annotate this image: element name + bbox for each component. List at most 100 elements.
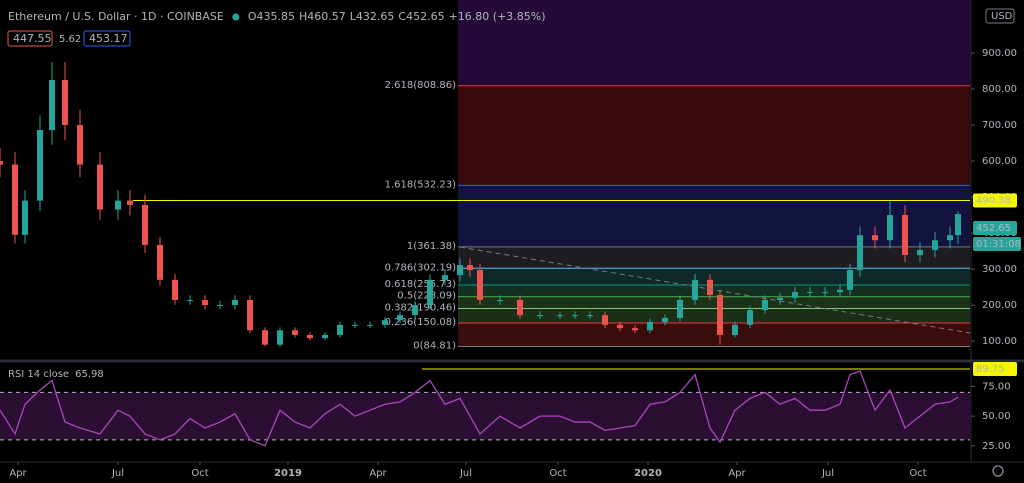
candle-body xyxy=(847,270,853,290)
candle-body xyxy=(872,235,878,241)
last-price-tag-box xyxy=(973,221,1017,236)
chart-title: Ethereum / U.S. Dollar · 1D · COINBASE xyxy=(8,10,224,23)
y-tick-label: 800.00 xyxy=(982,84,1017,95)
candle-body xyxy=(632,328,638,331)
hline-rsi-tag: 89.75 xyxy=(976,364,1005,375)
candle-body xyxy=(792,292,798,298)
candle-body xyxy=(617,324,623,329)
x-tick-label: Apr xyxy=(369,468,387,479)
ohlc-key: L xyxy=(350,10,357,23)
candle-body xyxy=(467,265,473,271)
candle-body xyxy=(932,240,938,250)
change: +16.80 (+3.85%) xyxy=(449,10,546,23)
fib-label: 0.5(223.09) xyxy=(397,291,456,302)
candle-body xyxy=(352,324,358,326)
candle-body xyxy=(217,305,223,307)
candle-body xyxy=(572,315,578,317)
fib-label: 0.382(190.46) xyxy=(385,302,457,313)
hline-price-tag-box xyxy=(973,193,1017,208)
candle-body xyxy=(477,270,483,301)
status-dot xyxy=(232,13,240,21)
candle-body xyxy=(127,200,133,205)
ui-layer: 490.38 452.65 01:31:08 USD Ethereum / U.S. D… xyxy=(7,8,1021,380)
fib-label: 0(84.81) xyxy=(413,341,456,352)
fib-zone xyxy=(458,246,970,269)
candle-body xyxy=(77,124,83,165)
ask-box xyxy=(83,30,131,47)
candle-body xyxy=(277,330,283,345)
candle-body xyxy=(247,300,253,331)
hline-price-tag: 490.38 xyxy=(976,195,1011,206)
last-price-tag: 452.65 xyxy=(976,223,1011,234)
fib-zone xyxy=(458,284,970,297)
candle-body xyxy=(837,289,843,293)
fib-zone xyxy=(458,185,970,247)
candle-body xyxy=(37,130,43,201)
candle-body xyxy=(442,275,448,280)
fib-zone xyxy=(458,323,970,347)
candle-body xyxy=(807,292,813,294)
ohlc-key: C xyxy=(398,10,406,23)
candle-body xyxy=(115,200,121,210)
y-tick-label: 600.00 xyxy=(982,156,1017,167)
candle-body xyxy=(49,79,55,131)
fib-zone xyxy=(458,296,970,309)
candle-body xyxy=(777,297,783,301)
candle-body xyxy=(262,330,268,345)
fib-label: 1(361.38) xyxy=(407,241,456,252)
y-tick-label: 200.00 xyxy=(982,300,1017,311)
candle-body xyxy=(662,318,668,322)
x-tick-label: 2020 xyxy=(634,468,662,479)
ask: 453.17 xyxy=(89,32,128,45)
candle-body xyxy=(337,324,343,335)
candle-body xyxy=(947,235,953,241)
candle-body xyxy=(142,204,148,245)
rsi-band xyxy=(0,392,970,440)
candle-body xyxy=(497,300,503,302)
candle-body xyxy=(732,324,738,335)
fib-zone xyxy=(458,268,970,285)
candle-body xyxy=(692,279,698,301)
candle-body xyxy=(955,214,961,236)
fib-zone xyxy=(458,85,970,186)
fib-label: 0.786(302.19) xyxy=(385,262,457,273)
countdown-tag: 01:31:08 xyxy=(976,239,1021,250)
fib-label: 1.618(532.23) xyxy=(385,179,457,190)
candle-body xyxy=(397,315,403,321)
candle-body xyxy=(647,321,653,331)
bid-box xyxy=(7,30,53,47)
candle-body xyxy=(292,330,298,335)
candle-body xyxy=(202,300,208,306)
settings-icon[interactable] xyxy=(992,465,1004,477)
candle-body xyxy=(12,164,18,235)
x-tick-label: 2019 xyxy=(274,468,302,479)
ohlc-value: 435.85 xyxy=(256,10,295,23)
rsi-name: RSI 14 close xyxy=(8,369,69,380)
spread: 5.62 xyxy=(59,34,81,45)
candle-body xyxy=(747,310,753,325)
candle-body xyxy=(412,305,418,316)
y-tick-label: 50.00 xyxy=(982,411,1011,422)
x-tick-label: Oct xyxy=(549,468,566,479)
y-tick-label: 700.00 xyxy=(982,120,1017,131)
candle-body xyxy=(602,315,608,325)
x-tick-label: Apr xyxy=(9,468,27,479)
ohlc-value: 460.57 xyxy=(307,10,346,23)
candle-body xyxy=(97,164,103,210)
candle-body xyxy=(157,244,163,280)
candle-body xyxy=(232,300,238,306)
fib-zone xyxy=(458,0,970,86)
fib-zone xyxy=(458,308,970,324)
fib-label: 0.236(150.08) xyxy=(385,317,457,328)
fib-label: 2.618(808.86) xyxy=(385,80,457,91)
rsi-line xyxy=(0,370,959,447)
ohlc-key: O xyxy=(248,10,257,23)
x-tick-label: Apr xyxy=(728,468,746,479)
candle-body xyxy=(457,265,463,276)
x-tick-label: Oct xyxy=(909,468,926,479)
candle-body xyxy=(187,300,193,302)
currency-box xyxy=(985,8,1015,24)
candle-body xyxy=(322,334,328,339)
